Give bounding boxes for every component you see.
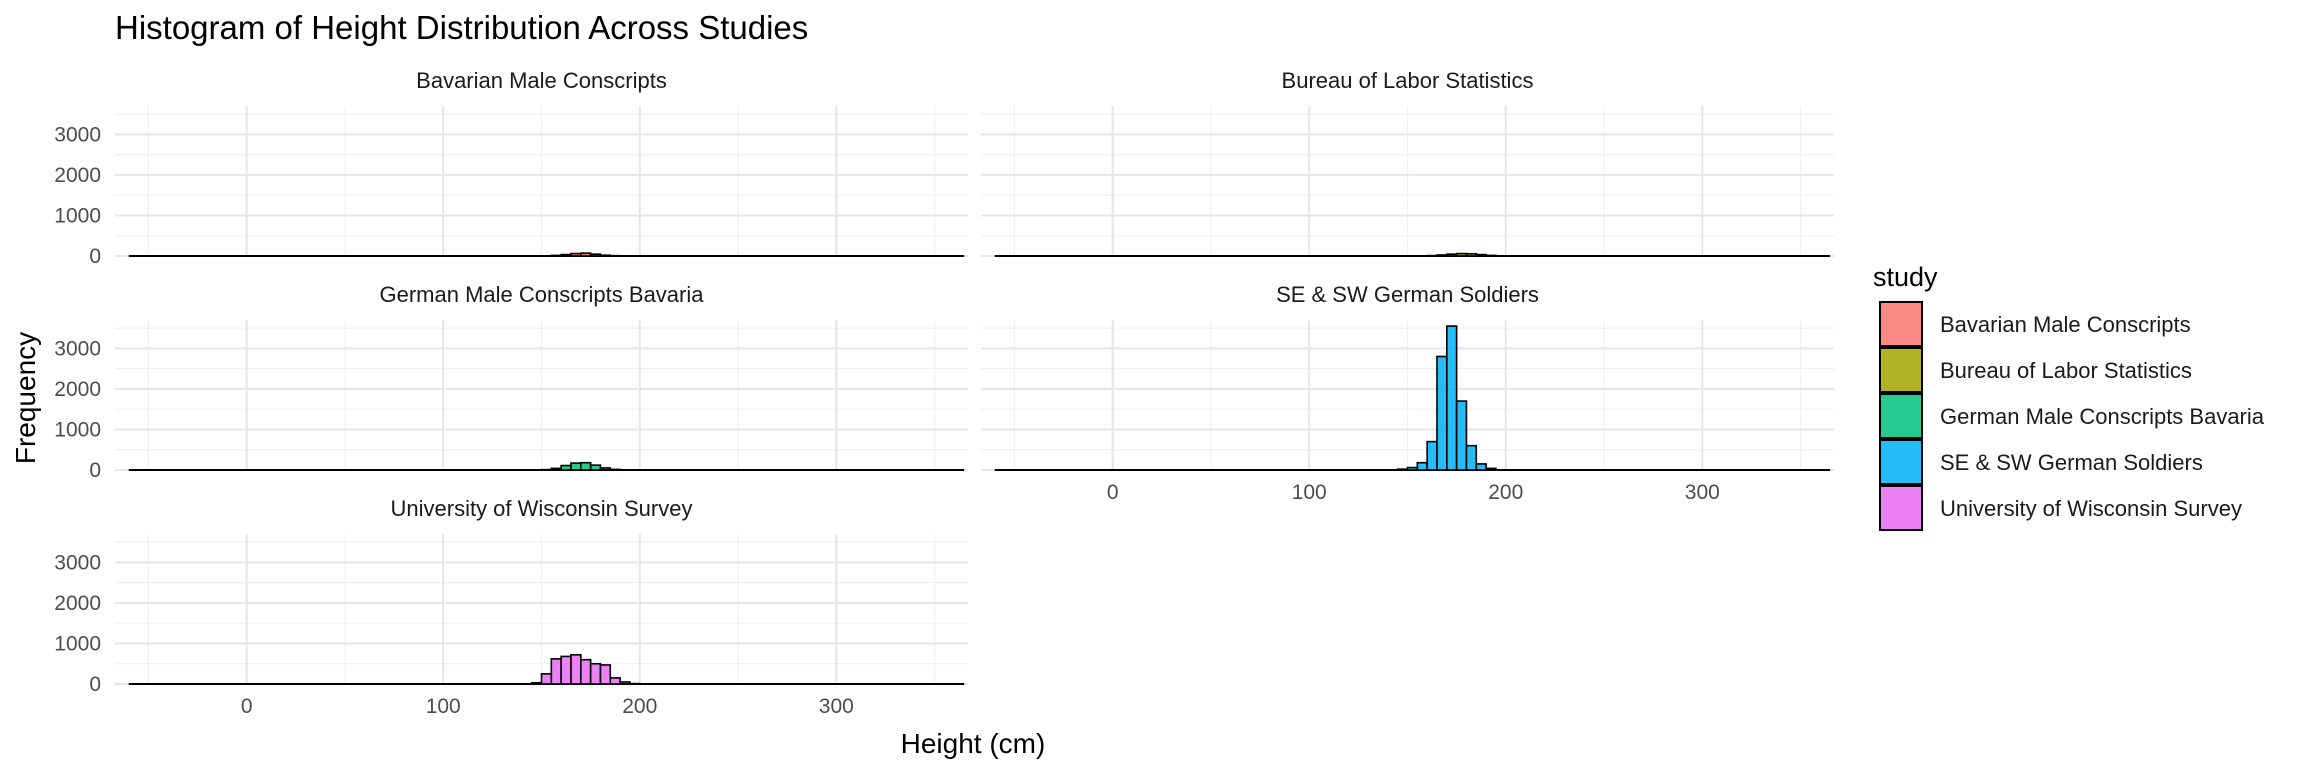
y-tick-label: 1000 [54,204,101,227]
x-tick-label: 0 [1107,481,1119,504]
histogram-bar [1455,252,1468,257]
histogram-bar [560,253,572,257]
histogram-bar [1485,254,1497,257]
histogram-bar [1475,253,1487,257]
legend: study Bavarian Male Conscripts Bureau of … [1873,262,2265,531]
histogram-bar [1446,325,1458,471]
histogram-bar [550,658,562,685]
x-tick-label: 100 [1292,481,1327,504]
x-axis-title: Height (cm) [901,728,1046,759]
histogram-bar [1485,467,1497,471]
histogram-bar [1475,463,1487,471]
facet-strip-label: Bavarian Male Conscripts [416,68,667,93]
facet-strip-label: University of Wisconsin Survey [391,496,693,521]
histogram-bar [1446,253,1458,257]
histogram-bar [550,254,562,257]
legend-key [1879,301,1923,347]
y-tick-label: 3000 [54,123,101,146]
histogram-bar [1416,461,1428,471]
y-tick-label: 2000 [54,592,101,615]
chart-title: Histogram of Height Distribution Across … [115,9,808,46]
histogram-bar [599,254,612,257]
histogram-bar [1455,400,1468,471]
y-tick-label: 0 [89,459,101,482]
histogram-bar [1406,466,1419,471]
y-axis-title: Frequency [10,332,41,464]
histogram-bar [1436,355,1448,471]
legend-label: German Male Conscripts Bavaria [1940,404,2265,429]
y-tick-label: 3000 [54,337,101,360]
histogram-bar [580,658,592,685]
legend-label: Bureau of Labor Statistics [1940,358,2192,383]
histogram-bar [570,252,582,257]
legend-key [1879,347,1923,393]
legend-label: Bavarian Male Conscripts [1940,312,2191,337]
histogram-bar [560,655,572,685]
histogram-bar [1426,440,1438,471]
legend-label: SE & SW German Soldiers [1940,450,2203,475]
legend-label: University of Wisconsin Survey [1940,496,2242,521]
histogram-bar [560,464,572,471]
histogram-bar [589,662,602,685]
histogram-bar [589,253,602,257]
y-tick-label: 0 [89,673,101,696]
histogram-bar [599,467,612,471]
panel-1: Bavarian Male Conscripts 0 1000 2000 3000 [54,68,968,268]
histogram-bar [1396,468,1409,471]
x-tick-label: 100 [426,695,461,718]
histogram-bar [609,468,621,471]
x-tick-label: 200 [622,695,657,718]
facet-strip-label: German Male Conscripts Bavaria [379,282,704,307]
histogram-bar [580,461,592,471]
histogram-bar [540,673,553,685]
facet-strip-label: Bureau of Labor Statistics [1282,68,1534,93]
facet-panels: Bavarian Male Conscripts0100020003000Bur… [54,68,1834,718]
legend-key [1879,393,1923,439]
histogram-bar [570,654,582,685]
x-tick-label: 200 [1488,481,1523,504]
histogram-bar [1436,254,1448,257]
legend-key [1879,485,1923,531]
histogram-bar [609,677,621,685]
legend-key [1879,439,1923,485]
x-tick-label: 0 [241,695,253,718]
y-tick-label: 2000 [54,378,101,401]
histogram-bar [580,252,592,257]
histogram-bar [619,681,631,685]
y-tick-label: 0 [89,245,101,268]
y-tick-label: 1000 [54,632,101,655]
panel-2: Bureau of Labor Statistics [981,68,1834,257]
x-tick-label: 300 [819,695,854,718]
histogram-bar [589,464,602,471]
legend-title: study [1873,262,1938,292]
y-tick-label: 3000 [54,551,101,574]
histogram-bar [550,467,562,471]
y-tick-label: 2000 [54,164,101,187]
x-tick-label: 300 [1685,481,1720,504]
histogram-bar [1465,444,1478,471]
facet-strip-label: SE & SW German Soldiers [1276,282,1539,307]
y-tick-label: 1000 [54,418,101,441]
histogram-bar [530,681,543,685]
panel-3: German Male Conscripts Bavaria 0 1000 2000 3… [54,282,968,482]
panel-5: University of Wisconsin Survey0100020003… [54,496,968,718]
histogram-bar [1465,252,1478,257]
histogram-bar [570,462,582,471]
panel-4: SE & SW German Soldiers 0 100 200 300 [981,282,1834,504]
histogram-bar [599,664,612,685]
